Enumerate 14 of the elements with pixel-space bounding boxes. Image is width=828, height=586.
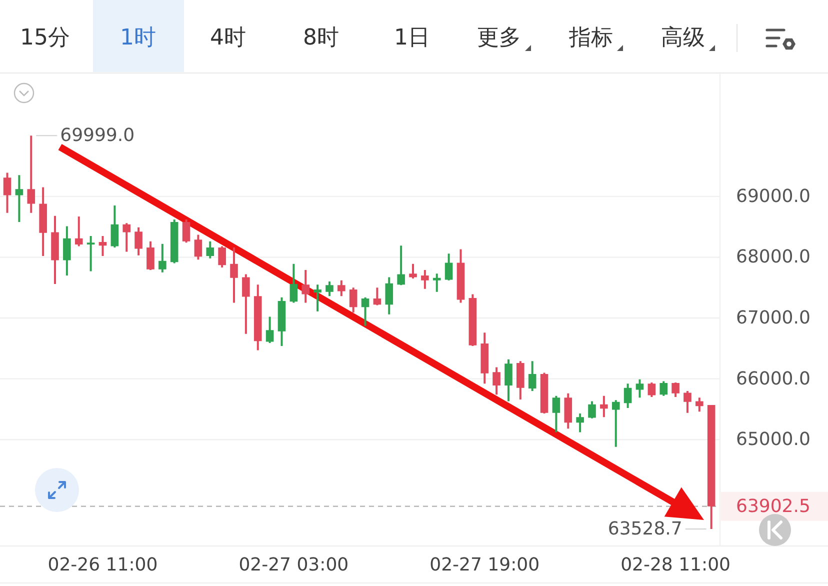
y-tick-label: 67000.0: [736, 308, 810, 328]
y-tick-label: 68000.0: [736, 246, 810, 268]
x-tick-label: 02-26 11:00: [48, 554, 158, 576]
ref-line-label: 63902.5: [736, 496, 810, 517]
x-tick-label: 02-27 19:00: [430, 554, 540, 576]
x-tick-label: 02-28 11:00: [620, 554, 730, 576]
x-tick-label: 02-27 03:00: [238, 554, 349, 576]
y-tick-label: 69000.0: [736, 186, 810, 207]
annotation: 69999.0: [60, 125, 135, 146]
y-tick-label: 65000.0: [736, 429, 810, 450]
annotation: 63528.7: [608, 518, 682, 540]
y-tick-label: 66000.0: [736, 368, 810, 390]
extreme-label: 63528.7: [608, 518, 707, 540]
extreme-label: 69999.0: [36, 125, 135, 146]
